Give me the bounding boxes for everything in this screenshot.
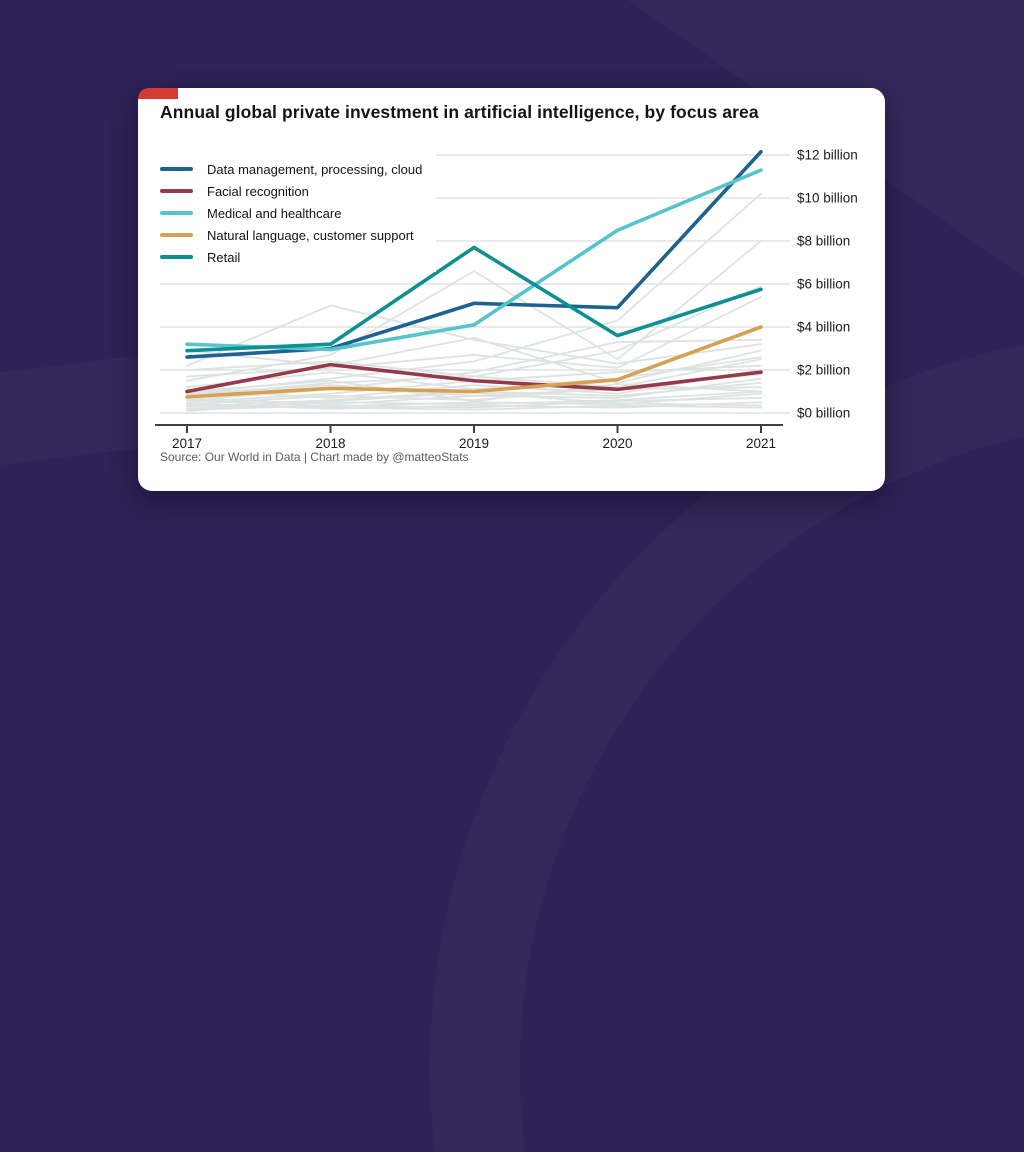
x-axis-label: 2017 — [172, 436, 202, 451]
series-line — [185, 325, 763, 399]
background-series-line — [186, 386, 762, 406]
legend-item: Data management, processing, cloud — [160, 158, 422, 180]
y-axis-label: $12 billion — [797, 148, 858, 163]
legend-label: Facial recognition — [207, 183, 309, 199]
legend-label: Medical and healthcare — [207, 205, 342, 221]
series-line — [185, 149, 763, 359]
source-caption: Source: Our World in Data | Chart made b… — [160, 450, 469, 464]
card-accent-tab — [138, 88, 178, 99]
background-series-line — [186, 295, 762, 378]
legend-swatch — [160, 232, 193, 238]
chart-title: Annual global private investment in arti… — [160, 102, 759, 122]
legend-swatch — [160, 166, 193, 172]
legend-swatch — [160, 254, 193, 260]
y-axis-label: $4 billion — [797, 320, 850, 335]
x-axis-label: 2020 — [602, 436, 632, 451]
y-axis-label: $2 billion — [797, 363, 850, 378]
legend-item: Medical and healthcare — [160, 202, 422, 224]
chart-legend: Data management, processing, cloud Facial… — [160, 154, 437, 272]
legend-item: Retail — [160, 246, 422, 268]
background-series-line — [186, 285, 762, 378]
legend-item: Facial recognition — [160, 180, 422, 202]
series-line — [185, 245, 763, 353]
legend-label: Natural language, customer support — [207, 227, 414, 243]
page-background: { "page": { "title": "Annual global priv… — [138, 88, 885, 491]
line-chart: $0 billion $2 billion $4 billion $6 billion… — [155, 148, 858, 451]
legend-swatch — [160, 188, 193, 194]
y-axis-label: $0 billion — [797, 406, 850, 421]
y-axis-label: $10 billion — [797, 191, 858, 206]
background-series-line — [186, 304, 762, 367]
x-axis-label: 2019 — [459, 436, 489, 451]
legend-label: Data management, processing, cloud — [207, 161, 423, 177]
background-series-line — [186, 336, 762, 384]
y-axis-label: $8 billion — [797, 234, 850, 249]
y-axis-label: $6 billion — [797, 277, 850, 292]
x-axis-label: 2021 — [746, 436, 776, 451]
legend-label: Retail — [207, 249, 241, 265]
background-series-line — [186, 404, 762, 411]
background-series-line — [186, 379, 762, 403]
legend-swatch — [160, 210, 193, 216]
chart-card: Annual global private investment in arti… — [138, 88, 885, 491]
series-line — [185, 362, 763, 394]
x-axis-label: 2018 — [315, 436, 345, 451]
legend-item: Natural language, customer support — [160, 224, 422, 246]
